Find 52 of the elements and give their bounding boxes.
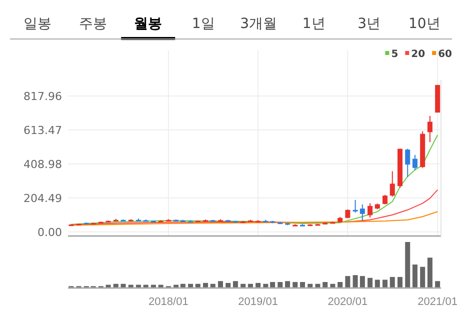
bar (405, 242, 410, 288)
bar (360, 276, 365, 288)
text: 일봉 (24, 16, 52, 32)
bar (218, 281, 223, 288)
text: 1년 (302, 16, 326, 32)
text: 3년 (358, 16, 381, 32)
bar (278, 282, 283, 288)
bar (435, 281, 440, 288)
bar (390, 276, 395, 288)
bar (420, 266, 426, 288)
legend-label: 20 (411, 49, 426, 60)
candlestick (412, 154, 418, 171)
bar (300, 282, 306, 288)
line-series (70, 134, 438, 225)
candlestick (382, 194, 388, 205)
candlestick (352, 199, 358, 214)
bar (427, 258, 432, 288)
bar (292, 282, 298, 288)
candlestick (360, 204, 365, 222)
x-tick-label: 2018/01 (148, 296, 188, 308)
y-tick-label: 408.98 (24, 158, 62, 171)
legend-label: 60 (438, 49, 452, 60)
bar (397, 276, 402, 288)
y-tick-label: 817.96 (24, 90, 62, 103)
candlestick (405, 148, 410, 178)
bar (382, 280, 388, 288)
x-tick-label: 2020/01 (328, 296, 368, 308)
bar (374, 280, 380, 288)
bar (285, 281, 290, 288)
text: 10년 (408, 16, 440, 32)
bar (352, 275, 358, 288)
candlestick (427, 115, 432, 143)
bar (270, 282, 276, 288)
x-tick-label: 2021/01 (418, 296, 458, 308)
bar (338, 282, 343, 288)
bar (368, 278, 373, 288)
legend-label: 5 (391, 49, 398, 60)
y-tick-label: 613.47 (24, 124, 62, 137)
y-tick-label: 0.00 (38, 226, 62, 239)
bar (232, 281, 238, 288)
bar (412, 264, 418, 288)
text: 3개월 (240, 16, 278, 32)
text: 월봉 (134, 16, 162, 32)
candlestick (368, 202, 373, 218)
x-tick-label: 2019/01 (238, 296, 278, 308)
text: 주봉 (78, 16, 107, 32)
candlestick (390, 170, 395, 198)
y-tick-label: 204.49 (24, 192, 62, 205)
line-series (70, 211, 438, 226)
bar (322, 282, 328, 288)
text: 1일 (192, 16, 215, 32)
bar (345, 276, 350, 288)
